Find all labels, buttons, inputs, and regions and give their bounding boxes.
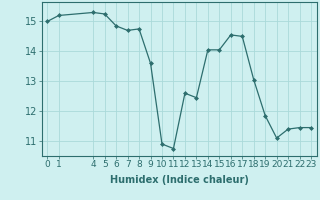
X-axis label: Humidex (Indice chaleur): Humidex (Indice chaleur): [110, 175, 249, 185]
